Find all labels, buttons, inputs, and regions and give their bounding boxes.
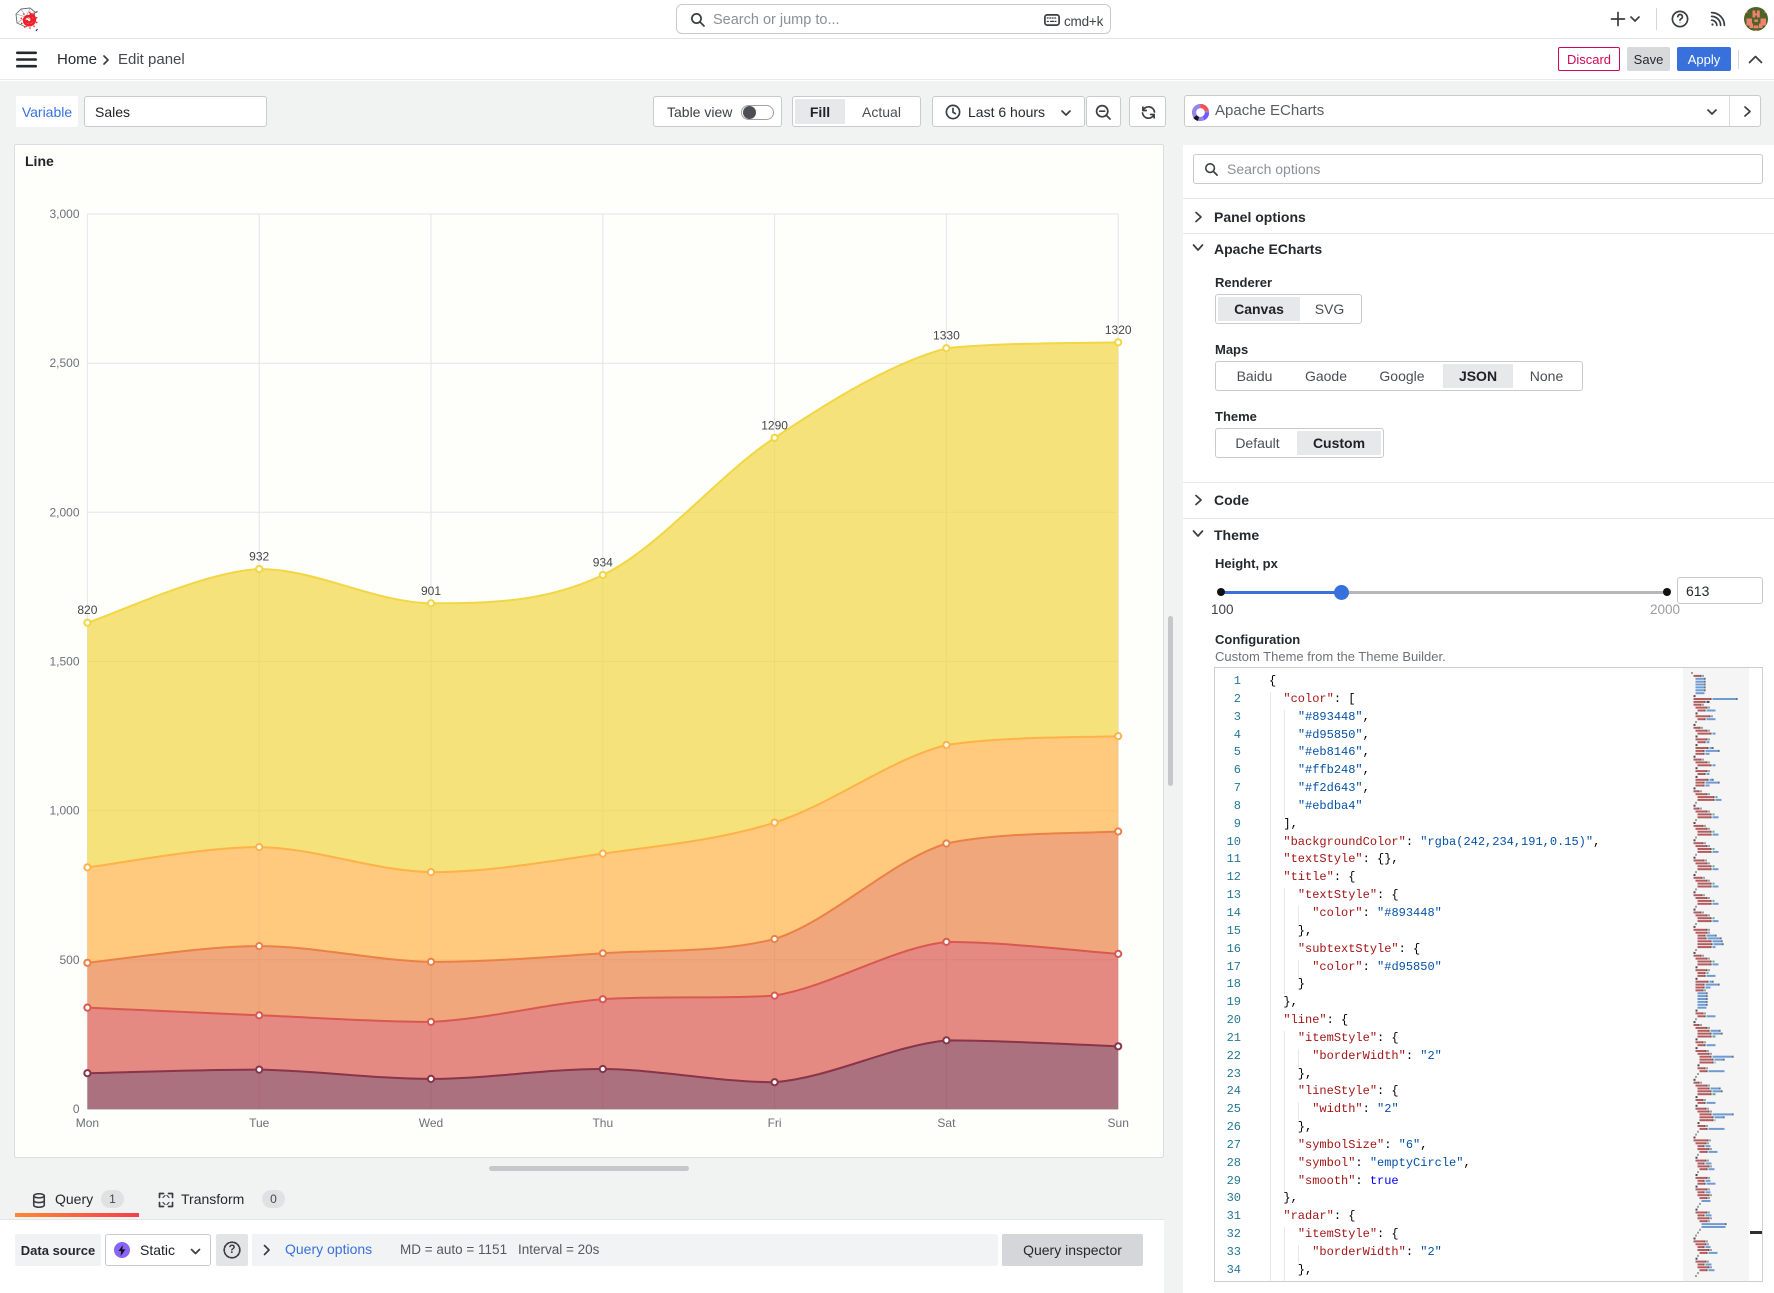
svg-text:3,000: 3,000: [49, 207, 79, 221]
svg-text:500: 500: [59, 953, 79, 967]
svg-text:1290: 1290: [761, 418, 788, 432]
svg-text:932: 932: [249, 550, 269, 564]
svg-text:Sat: Sat: [937, 1116, 956, 1130]
svg-text:Sun: Sun: [1108, 1116, 1129, 1130]
svg-text:Wed: Wed: [419, 1116, 443, 1130]
svg-text:Mon: Mon: [76, 1116, 99, 1130]
svg-text:2,000: 2,000: [49, 505, 79, 519]
svg-text:1,000: 1,000: [49, 804, 79, 818]
svg-text:1,500: 1,500: [49, 655, 79, 669]
svg-text:Tue: Tue: [249, 1116, 270, 1130]
svg-text:820: 820: [77, 603, 97, 617]
svg-text:Fri: Fri: [768, 1116, 782, 1130]
svg-text:1330: 1330: [933, 329, 960, 343]
svg-text:0: 0: [73, 1102, 80, 1116]
svg-text:934: 934: [593, 556, 613, 570]
svg-text:901: 901: [421, 584, 441, 598]
svg-text:Thu: Thu: [592, 1116, 613, 1130]
svg-text:1320: 1320: [1105, 323, 1132, 337]
svg-text:2,500: 2,500: [49, 356, 79, 370]
